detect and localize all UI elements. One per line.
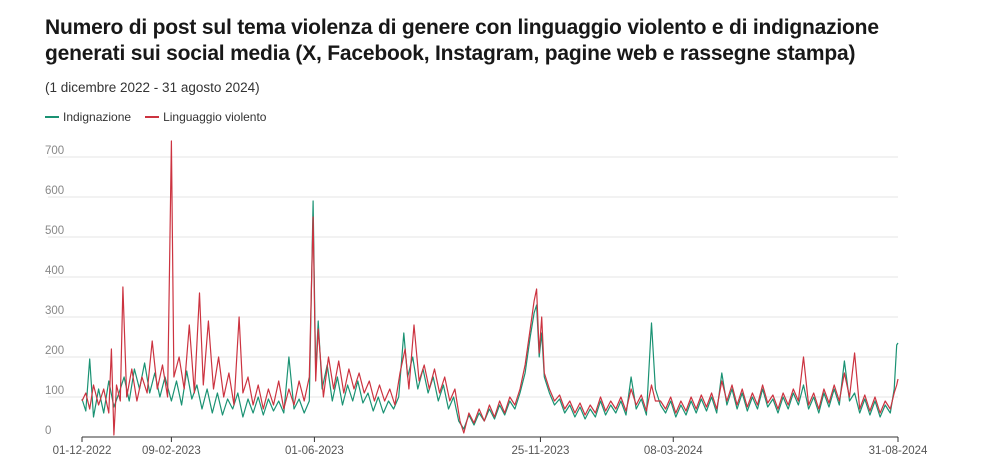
legend-swatch-linguaggio-violento (145, 116, 160, 118)
y-tick-label: 700 (45, 145, 64, 157)
series-line-indignazione (81, 200, 899, 430)
y-tick-label: 500 (45, 225, 64, 237)
x-tick-label: 25-11-2023 (511, 445, 569, 457)
chart-subtitle: (1 dicembre 2022 - 31 agosto 2024) (45, 80, 260, 95)
y-tick-label: 0 (45, 425, 51, 437)
x-tick-label: 01-06-2023 (285, 445, 344, 457)
y-tick-label: 300 (45, 305, 64, 317)
legend-swatch-indignazione (45, 116, 59, 118)
legend-label-indignazione: Indignazione (63, 110, 132, 124)
legend-item-linguaggio-violento[interactable]: Linguaggio violento (145, 110, 266, 124)
legend-item-indignazione[interactable]: Indignazione (45, 110, 131, 124)
x-tick-label: 09-02-2023 (142, 445, 201, 457)
x-tick-label: 08-03-2024 (644, 445, 703, 457)
y-tick-label: 100 (45, 385, 64, 397)
chart-legend: Indignazione Linguaggio violento (45, 110, 280, 124)
chart-title: Numero di post sul tema violenza di gene… (45, 16, 879, 65)
x-tick-label: 01-12-2022 (53, 445, 112, 457)
y-tick-label: 400 (45, 265, 64, 277)
y-tick-label: 200 (45, 345, 64, 357)
x-tick-label: 31-08-2024 (869, 445, 928, 457)
legend-label-linguaggio-violento: Linguaggio violento (163, 110, 267, 124)
y-tick-label: 600 (45, 185, 64, 197)
series-line-linguaggio-violento (81, 140, 899, 436)
